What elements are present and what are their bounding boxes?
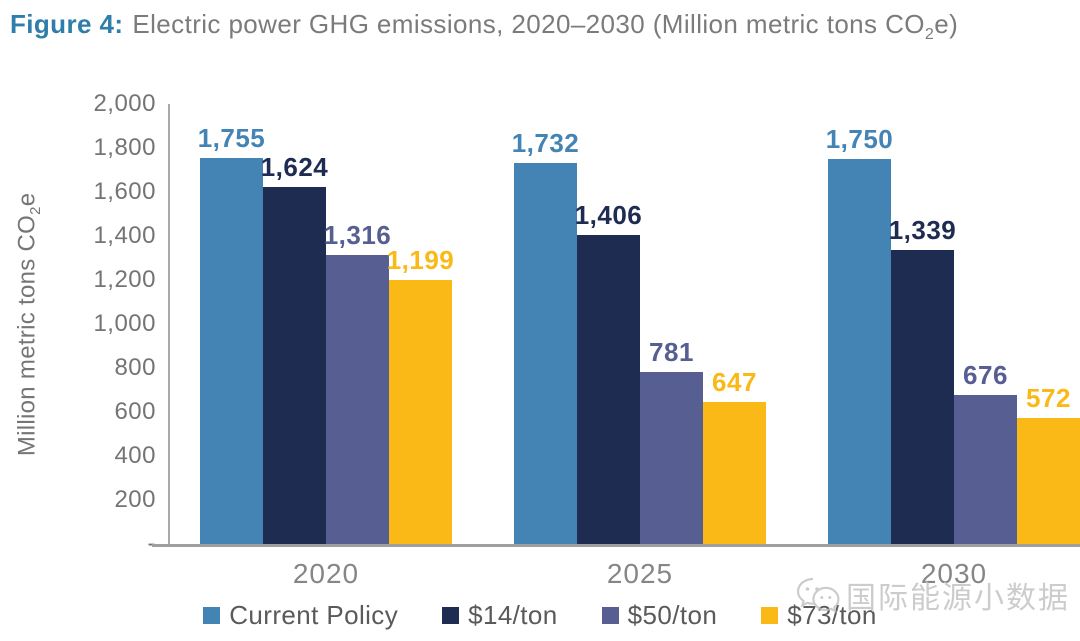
bar: 1,750	[826, 124, 893, 545]
bar: 1,316	[324, 220, 391, 545]
y-tick-label: 1,800	[93, 134, 156, 162]
bar: 1,406	[575, 200, 642, 545]
y-tick-label: -	[148, 530, 157, 558]
bar: 781	[640, 337, 703, 545]
legend-label: $50/ton	[627, 600, 718, 631]
bar-value-label: 1,624	[260, 151, 329, 182]
y-tick-label: 600	[114, 398, 156, 426]
bar-group-2025: 1,732 1,406 781 647	[512, 104, 766, 545]
bar-value-label: 1,316	[323, 219, 392, 250]
legend-swatch-icon	[761, 607, 779, 625]
bar-value-label: 676	[963, 360, 1008, 391]
figure-number: Figure 4:	[10, 9, 124, 39]
y-tick-label: 1,400	[93, 222, 156, 250]
legend-item: Current Policy	[203, 600, 398, 631]
x-axis-label: 2020	[292, 558, 360, 590]
y-tick-label: 1,000	[93, 310, 156, 338]
bar: 1,624	[261, 152, 328, 545]
x-labels: 2020 2025 2030	[170, 558, 1080, 590]
legend-swatch-icon	[442, 607, 460, 625]
legend-item: $14/ton	[442, 600, 558, 631]
y-tick-label: 200	[114, 486, 156, 514]
y-tick-label: 2,000	[93, 90, 156, 118]
bar-value-label: 572	[1026, 383, 1071, 414]
bar: 1,199	[387, 245, 454, 545]
x-axis-label: 2025	[606, 558, 674, 590]
bar-value-label: 781	[649, 337, 694, 368]
legend-label: $73/ton	[787, 600, 877, 631]
legend-label: $14/ton	[468, 600, 558, 631]
y-axis-title: Million metric tons CO2e	[0, 104, 58, 544]
y-axis-title-text: Million metric tons CO2e	[13, 192, 45, 456]
y-ticks: 2,000 1,800 1,600 1,400 1,200 1,000 800 600 400 2…	[58, 90, 168, 557]
y-tick-label: 1,600	[93, 178, 156, 206]
bar-value-label: 1,339	[888, 214, 957, 245]
bar-value-label: 1,406	[574, 199, 643, 230]
bar-value-label: 1,732	[511, 128, 580, 159]
plot-area: 1,755 1,624 1,316 1,199 1,732 1,406 781 647 1,75…	[168, 104, 1080, 545]
bar-value-label: 1,199	[386, 245, 455, 276]
y-tick-label: 1,200	[93, 266, 156, 294]
bar: 1,732	[512, 128, 579, 545]
bar-group-2020: 1,755 1,624 1,316 1,199	[198, 104, 454, 545]
y-tick-label: 400	[114, 442, 156, 470]
figure-title-end: e)	[934, 9, 959, 39]
y-tick-label: 800	[114, 354, 156, 382]
bar-group-2030: 1,750 1,339 676 572	[826, 104, 1080, 545]
bar-value-label: 1,750	[825, 124, 894, 155]
chart-area: Million metric tons CO2e 2,000 1,800 1,600…	[0, 90, 1080, 557]
x-axis-label: 2030	[920, 558, 988, 590]
bar: 572	[1017, 383, 1080, 545]
title-subscript: 2	[924, 25, 935, 44]
bar-value-label: 647	[712, 366, 757, 397]
bar: 676	[954, 360, 1017, 545]
legend-swatch-icon	[601, 607, 619, 625]
figure-title-text: Electric power GHG emissions, 2020–2030 …	[132, 9, 925, 39]
legend-swatch-icon	[203, 607, 221, 625]
x-axis-line	[152, 544, 1080, 548]
bar: 1,755	[198, 123, 265, 545]
legend-item: $73/ton	[761, 600, 877, 631]
legend-item: $50/ton	[601, 600, 718, 631]
legend-label: Current Policy	[229, 600, 399, 631]
bar-value-label: 1,755	[197, 123, 266, 154]
figure-title: Figure 4: Electric power GHG emissions, 2…	[0, 0, 1080, 44]
bar: 1,339	[889, 215, 956, 545]
plot-wrap: 1,755 1,624 1,316 1,199 1,732 1,406 781 647 1,75…	[152, 104, 1080, 548]
legend: Current Policy $14/ton $50/ton $73/ton	[0, 600, 1080, 631]
bar: 647	[703, 367, 766, 545]
